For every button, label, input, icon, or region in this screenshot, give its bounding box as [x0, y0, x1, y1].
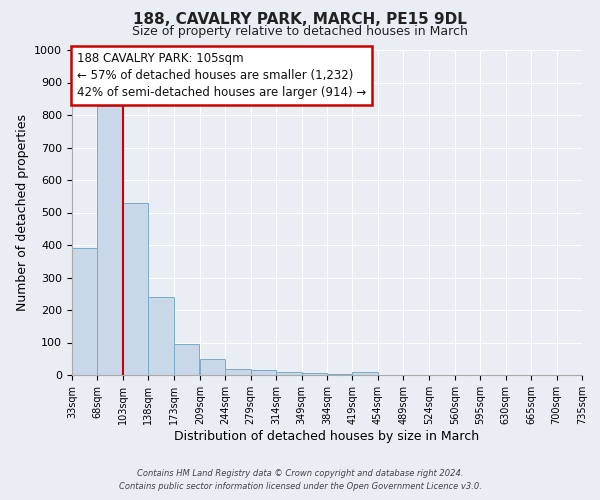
Bar [327, 374, 352, 375]
Text: 188, CAVALRY PARK, MARCH, PE15 9DL: 188, CAVALRY PARK, MARCH, PE15 9DL [133, 12, 467, 28]
Text: 188 CAVALRY PARK: 105sqm
← 57% of detached houses are smaller (1,232)
42% of sem: 188 CAVALRY PARK: 105sqm ← 57% of detach… [77, 52, 367, 98]
Bar [276, 372, 302, 375]
Bar [251, 370, 276, 375]
Bar [123, 203, 148, 375]
Bar [72, 248, 97, 375]
Y-axis label: Number of detached properties: Number of detached properties [16, 114, 29, 311]
Text: Size of property relative to detached houses in March: Size of property relative to detached ho… [132, 25, 468, 38]
Bar [148, 297, 174, 375]
Bar [97, 106, 123, 375]
Bar [174, 344, 199, 375]
Bar [225, 368, 251, 375]
Text: Contains HM Land Registry data © Crown copyright and database right 2024.
Contai: Contains HM Land Registry data © Crown c… [119, 470, 481, 491]
Bar [200, 359, 225, 375]
Bar [302, 374, 327, 375]
Bar [352, 372, 378, 375]
X-axis label: Distribution of detached houses by size in March: Distribution of detached houses by size … [175, 430, 479, 442]
